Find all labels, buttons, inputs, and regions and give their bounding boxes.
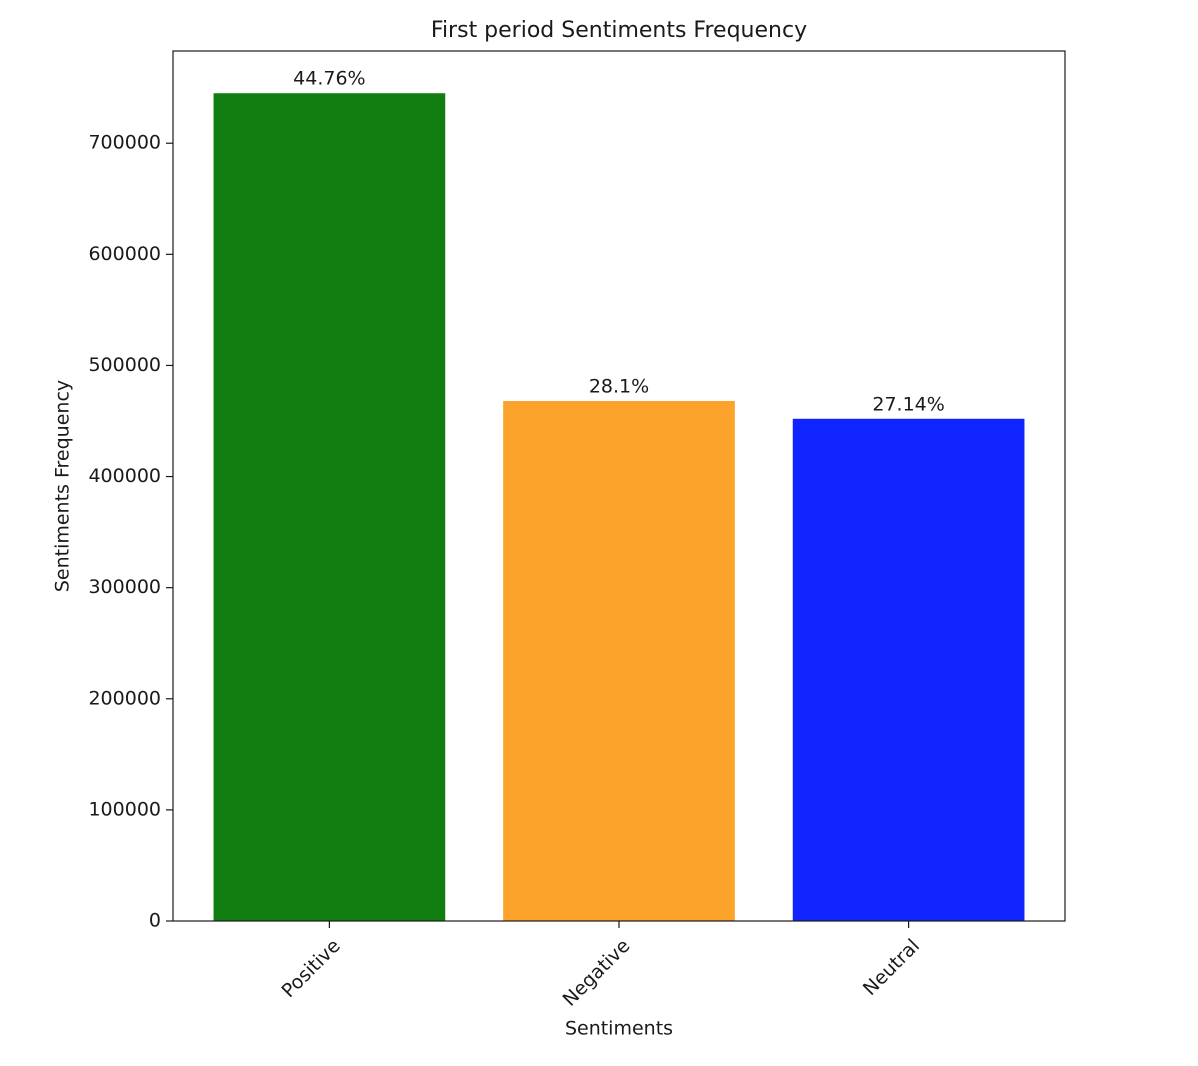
bar-annotation: 44.76% (293, 68, 365, 90)
y-tick-label: 500000 (88, 354, 161, 376)
x-tick-label: Positive (277, 935, 344, 1002)
y-axis-label: Sentiments Frequency (52, 380, 74, 592)
y-tick-label: 200000 (88, 687, 161, 709)
bar (503, 401, 735, 921)
bar-annotation: 27.14% (872, 393, 944, 415)
y-tick-label: 400000 (88, 465, 161, 487)
x-tick-label: Negative (559, 935, 635, 1011)
y-tick-label: 700000 (88, 132, 161, 154)
bar (792, 418, 1025, 921)
x-axis-label: Sentiments (565, 1018, 673, 1040)
bar-annotation: 28.1% (589, 376, 649, 398)
y-tick-label: 600000 (88, 243, 161, 265)
y-tick-label: 300000 (88, 576, 161, 598)
y-tick-label: 0 (149, 910, 161, 932)
chart-title: First period Sentiments Frequency (431, 18, 807, 43)
bar (213, 93, 446, 921)
y-tick-label: 100000 (88, 798, 161, 820)
plot-frame (172, 50, 1066, 922)
x-tick-label: Neutral (859, 935, 924, 1000)
